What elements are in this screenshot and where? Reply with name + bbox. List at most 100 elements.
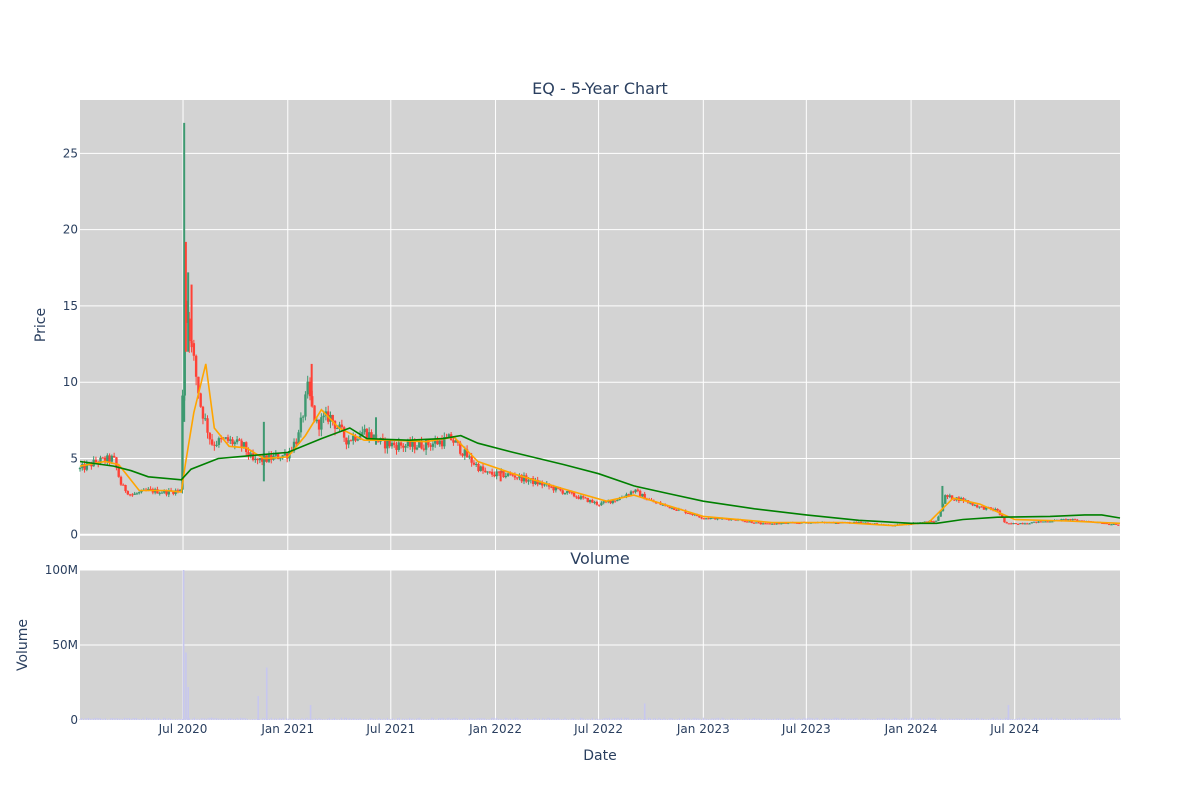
volume-bar [957, 719, 958, 720]
candle-body [352, 436, 354, 441]
volume-bar [662, 719, 663, 720]
volume-bar [547, 718, 548, 720]
volume-bar [380, 719, 381, 720]
candle-body [470, 456, 472, 462]
candle-body [762, 523, 764, 524]
volume-bar [226, 719, 227, 720]
volume-bar [291, 719, 292, 720]
volume-bar [611, 719, 612, 720]
candle-body [202, 407, 204, 419]
volume-bar [660, 718, 661, 720]
volume-bar [990, 719, 991, 720]
volume-bar [933, 718, 934, 720]
volume-bar [470, 718, 471, 720]
candle-body [502, 471, 504, 477]
volume-bar [479, 718, 480, 720]
candle-body [935, 521, 937, 522]
candle-body [516, 478, 518, 479]
candle-body [996, 509, 998, 511]
volume-bar [447, 718, 448, 720]
candle-body [429, 445, 431, 447]
volume-bar [867, 719, 868, 720]
volume-bar [722, 718, 723, 720]
volume-bar [423, 719, 424, 720]
volume-bar [359, 718, 360, 720]
volume-bar [815, 718, 816, 720]
volume-bar [399, 718, 400, 720]
volume-bar [1058, 719, 1059, 720]
price-y-tick-label: 10 [63, 375, 78, 389]
volume-bar [218, 718, 219, 720]
volume-bar [684, 718, 685, 720]
volume-bar [829, 719, 830, 720]
volume-bar [98, 718, 99, 720]
candle-body [575, 496, 577, 497]
volume-bar [950, 719, 951, 720]
volume-bar [452, 718, 453, 720]
volume-bar [510, 718, 511, 720]
volume-bar [773, 719, 774, 720]
volume-bar [160, 719, 161, 720]
volume-bar [920, 718, 921, 720]
volume-bar [201, 718, 202, 720]
volume-bar [523, 719, 524, 720]
x-tick-label: Jul 2023 [781, 722, 831, 736]
x-tick-label: Jan 2024 [884, 722, 938, 736]
volume-bar [944, 719, 945, 720]
volume-bar [1010, 719, 1011, 720]
volume-bar [242, 718, 243, 720]
volume-bar [576, 719, 577, 720]
candle-body [295, 442, 297, 444]
candle-body [209, 433, 211, 440]
volume-bar [318, 718, 319, 720]
volume-bar [488, 719, 489, 720]
volume-bar [337, 719, 338, 720]
volume-bar [549, 718, 550, 720]
candle-body [113, 456, 115, 457]
candle-body [345, 438, 347, 445]
volume-bar [522, 719, 523, 720]
candle-body [213, 445, 215, 446]
candle-body [773, 524, 775, 525]
x-tick-label: Jul 2022 [573, 722, 623, 736]
volume-bar [238, 719, 239, 720]
candle-body [1072, 519, 1074, 520]
volume-bar [708, 719, 709, 720]
candle-body [944, 495, 946, 504]
volume-spike-bar [266, 668, 268, 721]
volume-bar [1037, 719, 1038, 720]
volume-bar [1036, 718, 1037, 720]
volume-bar [88, 718, 89, 720]
candle-body [1021, 523, 1023, 524]
volume-spike-bar [187, 687, 189, 720]
volume-bar [1034, 718, 1035, 720]
candle-body [675, 510, 677, 511]
volume-bar [831, 719, 832, 720]
volume-bar [407, 719, 408, 720]
volume-bar [694, 718, 695, 720]
candle-body [236, 439, 238, 442]
candle-body [229, 439, 231, 440]
volume-bar [795, 719, 796, 720]
volume-bar [207, 718, 208, 720]
volume-bar [962, 719, 963, 720]
candle-body [215, 445, 217, 446]
volume-bar [805, 718, 806, 720]
volume-bar [1106, 718, 1107, 720]
volume-bar [1095, 718, 1096, 720]
volume-bar [868, 718, 869, 720]
volume-bar [658, 718, 659, 720]
volume-bar [751, 719, 752, 720]
volume-bar [144, 719, 145, 720]
volume-bar [1102, 719, 1103, 720]
volume-bar [110, 718, 111, 720]
volume-bar [255, 719, 256, 720]
volume-bar [764, 719, 765, 720]
volume-bar [918, 719, 919, 720]
volume-bar [1015, 719, 1016, 720]
volume-bar [429, 719, 430, 720]
volume-bar [431, 718, 432, 720]
volume-y-tick-label: 0 [70, 713, 78, 727]
volume-bar [826, 718, 827, 720]
volume-bar [715, 718, 716, 720]
